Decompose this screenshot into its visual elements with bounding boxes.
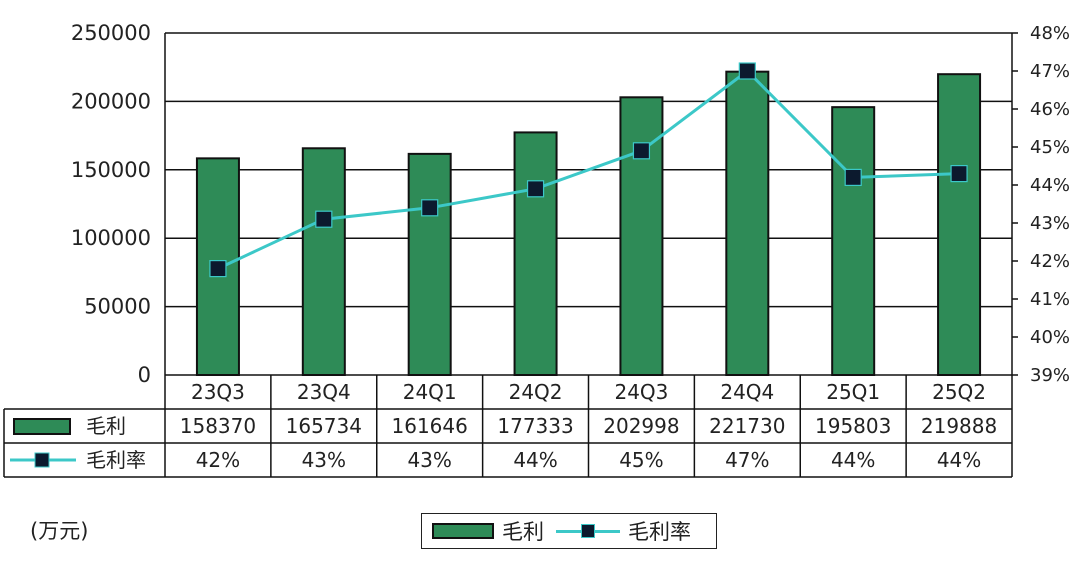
table-cell: 202998	[603, 414, 679, 438]
y-right-tick-label: 48%	[1030, 23, 1070, 44]
table-cell: 44%	[831, 448, 875, 472]
table-cell: 195803	[815, 414, 891, 438]
line-point	[632, 142, 651, 160]
table-cell: 161646	[392, 414, 468, 438]
bar	[619, 96, 664, 376]
y-left-tick-label: 50000	[84, 295, 151, 319]
table-cell: 47%	[725, 448, 769, 472]
table-line-swatch-marker	[34, 452, 50, 468]
table-cell: 221730	[709, 414, 785, 438]
line-point	[950, 165, 968, 183]
legend-bar-swatch	[432, 523, 494, 539]
x-tick-label: 23Q4	[297, 380, 351, 404]
y-right-tick-label: 42%	[1030, 251, 1070, 272]
table-row-label: 毛利	[86, 414, 126, 438]
legend-line-swatch	[556, 523, 620, 539]
y-left-tick-label: 250000	[71, 21, 151, 45]
legend-bar-label: 毛利	[502, 520, 544, 544]
x-tick-label: 24Q4	[720, 380, 774, 404]
table-cell: 44%	[937, 448, 981, 472]
y-right-tick-label: 45%	[1030, 137, 1070, 158]
table-cell: 44%	[513, 448, 557, 472]
line-point	[315, 210, 333, 228]
series-line	[217, 69, 960, 270]
y-right-tick-label: 47%	[1030, 61, 1070, 82]
table-bar-swatch	[13, 418, 71, 435]
bar	[301, 147, 346, 376]
line-point	[526, 180, 545, 198]
unit-label: (万元)	[30, 519, 89, 543]
line-point	[844, 168, 862, 186]
table-cell: 177333	[497, 414, 573, 438]
table-cell: 158370	[180, 414, 256, 438]
y-right-tick-label: 44%	[1030, 175, 1070, 196]
bar	[407, 152, 452, 376]
line-point	[209, 260, 227, 278]
line-point	[421, 199, 439, 217]
y-right-tick-label: 40%	[1030, 327, 1070, 348]
y-right-tick-label: 43%	[1030, 213, 1070, 234]
x-tick-label: 23Q3	[191, 380, 245, 404]
y-left-tick-label: 100000	[71, 226, 151, 250]
line-point	[738, 62, 756, 80]
x-tick-label: 25Q2	[932, 380, 986, 404]
table-cell: 45%	[619, 448, 663, 472]
y-right-tick-label: 46%	[1030, 99, 1070, 120]
bar	[513, 131, 558, 376]
bar	[937, 73, 982, 377]
x-tick-label: 25Q1	[826, 380, 880, 404]
table-cell: 42%	[196, 448, 240, 472]
y-right-tick-label: 41%	[1030, 289, 1070, 310]
bar	[831, 106, 876, 376]
x-tick-label: 24Q3	[614, 380, 668, 404]
y-left-tick-label: 150000	[71, 158, 151, 182]
table-cell: 219888	[921, 414, 997, 438]
bar	[725, 70, 770, 376]
y-left-tick-label: 0	[138, 363, 151, 387]
legend: 毛利 毛利率	[421, 513, 717, 549]
table-cell: 43%	[302, 448, 346, 472]
y-right-tick-label: 39%	[1030, 365, 1070, 386]
x-tick-label: 24Q2	[509, 380, 563, 404]
x-tick-label: 24Q1	[403, 380, 457, 404]
table-cell: 43%	[407, 448, 451, 472]
table-cell: 165734	[286, 414, 362, 438]
y-left-tick-label: 200000	[71, 89, 151, 113]
table-row-label: 毛利率	[86, 448, 146, 472]
legend-line-label: 毛利率	[628, 520, 691, 544]
